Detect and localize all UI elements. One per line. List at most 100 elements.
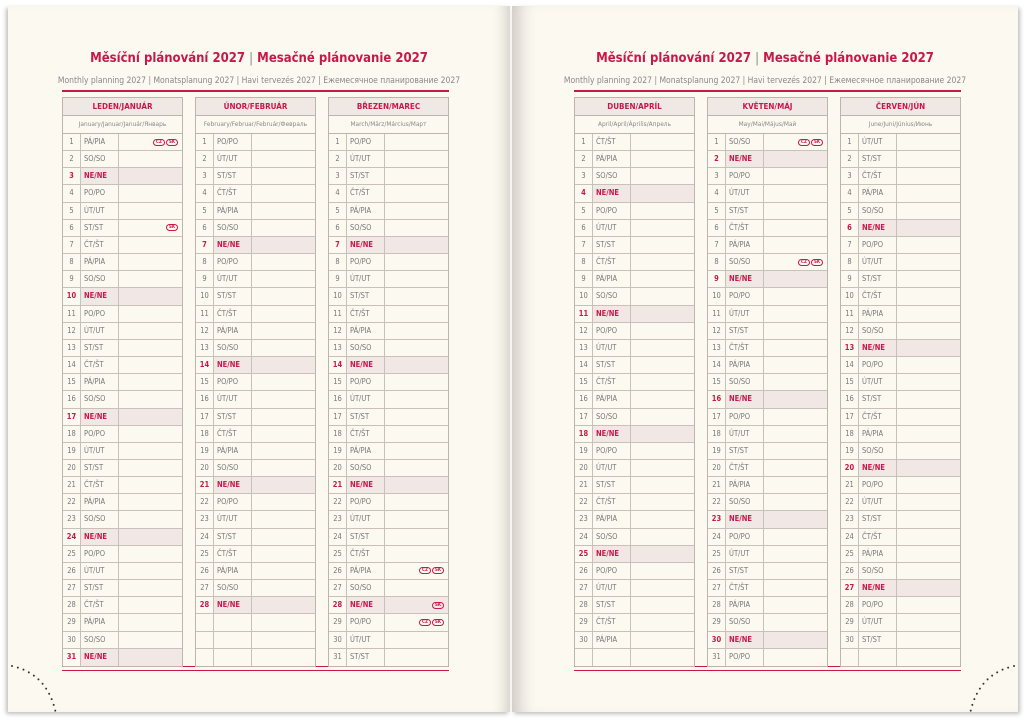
note-cell[interactable]	[764, 323, 827, 339]
note-cell[interactable]	[385, 374, 448, 390]
note-cell[interactable]: CZ SK	[385, 614, 448, 630]
note-cell[interactable]	[897, 357, 960, 373]
note-cell[interactable]	[119, 254, 182, 270]
note-cell[interactable]	[631, 168, 694, 184]
note-cell[interactable]	[119, 306, 182, 322]
note-cell[interactable]	[252, 323, 315, 339]
note-cell[interactable]	[252, 580, 315, 596]
note-cell[interactable]	[631, 443, 694, 459]
note-cell[interactable]	[119, 168, 182, 185]
note-cell[interactable]	[252, 494, 315, 510]
note-cell[interactable]	[119, 203, 182, 219]
note-cell[interactable]	[385, 203, 448, 219]
note-cell[interactable]	[119, 357, 182, 373]
note-cell[interactable]	[119, 271, 182, 287]
note-cell[interactable]	[764, 340, 827, 356]
note-cell[interactable]	[897, 391, 960, 407]
note-cell[interactable]	[252, 597, 315, 614]
note-cell[interactable]	[897, 254, 960, 270]
note-cell[interactable]	[119, 323, 182, 339]
note-cell[interactable]	[764, 511, 827, 528]
note-cell[interactable]	[897, 219, 960, 236]
note-cell[interactable]	[252, 151, 315, 167]
note-cell[interactable]	[897, 426, 960, 442]
note-cell[interactable]	[764, 631, 827, 648]
note-cell[interactable]	[119, 614, 182, 630]
note-cell[interactable]	[385, 134, 448, 150]
note-cell[interactable]	[252, 529, 315, 545]
note-cell[interactable]	[631, 597, 694, 613]
note-cell[interactable]	[119, 391, 182, 407]
note-cell[interactable]	[764, 649, 827, 666]
note-cell[interactable]	[252, 236, 315, 254]
note-cell[interactable]	[119, 460, 182, 476]
note-cell[interactable]: CZ SK	[119, 134, 182, 150]
note-cell[interactable]	[119, 494, 182, 510]
note-cell[interactable]	[252, 185, 315, 201]
note-cell[interactable]	[252, 374, 315, 390]
note-cell[interactable]	[119, 580, 182, 596]
note-cell[interactable]	[252, 168, 315, 184]
note-cell[interactable]	[897, 288, 960, 304]
note-cell[interactable]	[631, 563, 694, 579]
note-cell[interactable]	[631, 632, 694, 648]
note-cell[interactable]	[385, 511, 448, 527]
note-cell[interactable]	[897, 168, 960, 184]
note-cell[interactable]	[252, 546, 315, 562]
note-cell[interactable]	[631, 374, 694, 390]
note-cell[interactable]	[764, 597, 827, 613]
note-cell[interactable]	[897, 511, 960, 527]
note-cell[interactable]	[119, 185, 182, 201]
note-cell[interactable]	[252, 220, 315, 236]
note-cell[interactable]	[897, 409, 960, 425]
note-cell[interactable]	[764, 271, 827, 288]
note-cell[interactable]	[764, 185, 827, 201]
note-cell[interactable]	[119, 648, 182, 666]
note-cell[interactable]	[631, 288, 694, 304]
note-cell[interactable]	[631, 580, 694, 596]
note-cell[interactable]	[897, 271, 960, 287]
note-cell[interactable]	[252, 443, 315, 459]
note-cell[interactable]	[252, 460, 315, 476]
note-cell[interactable]: CZ SK	[385, 563, 448, 579]
note-cell[interactable]	[764, 546, 827, 562]
note-cell[interactable]	[631, 357, 694, 373]
note-cell[interactable]	[897, 339, 960, 357]
note-cell[interactable]	[764, 237, 827, 253]
note-cell[interactable]	[631, 545, 694, 562]
note-cell[interactable]	[385, 236, 448, 254]
note-cell[interactable]	[897, 134, 960, 150]
note-cell[interactable]	[897, 614, 960, 630]
note-cell[interactable]	[385, 168, 448, 184]
note-cell[interactable]	[119, 374, 182, 390]
note-cell[interactable]	[631, 340, 694, 356]
note-cell[interactable]	[897, 494, 960, 510]
note-cell[interactable]	[631, 185, 694, 202]
note-cell[interactable]	[764, 426, 827, 442]
note-cell[interactable]	[764, 391, 827, 408]
note-cell[interactable]	[764, 374, 827, 390]
note-cell[interactable]	[119, 528, 182, 545]
note-cell[interactable]	[631, 614, 694, 630]
note-cell[interactable]	[897, 529, 960, 545]
note-cell[interactable]	[385, 443, 448, 459]
note-cell[interactable]	[631, 477, 694, 493]
note-cell[interactable]	[764, 151, 827, 168]
note-cell[interactable]	[764, 220, 827, 236]
note-cell[interactable]	[631, 409, 694, 425]
note-cell[interactable]	[119, 426, 182, 442]
note-cell[interactable]	[764, 460, 827, 476]
note-cell[interactable]	[385, 254, 448, 270]
note-cell[interactable]	[764, 614, 827, 630]
note-cell[interactable]	[385, 426, 448, 442]
note-cell[interactable]	[252, 409, 315, 425]
note-cell[interactable]	[385, 649, 448, 666]
note-cell[interactable]	[119, 511, 182, 527]
note-cell[interactable]	[631, 425, 694, 442]
note-cell[interactable]	[764, 168, 827, 184]
note-cell[interactable]	[631, 460, 694, 476]
note-cell[interactable]	[119, 546, 182, 562]
note-cell[interactable]	[764, 580, 827, 596]
note-cell[interactable]	[119, 340, 182, 356]
note-cell[interactable]	[252, 511, 315, 527]
